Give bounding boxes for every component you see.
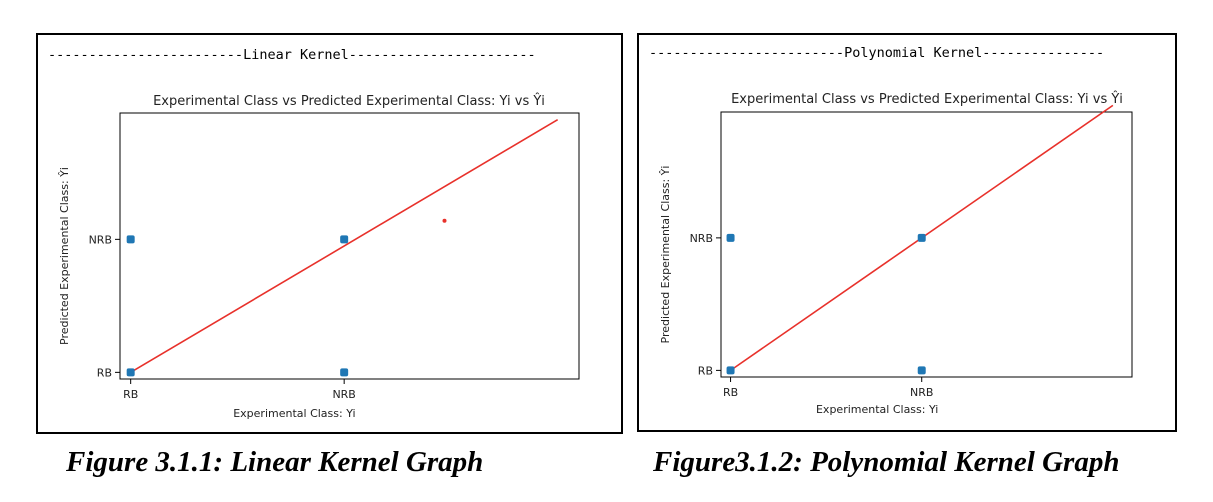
figure-caption-polynomial: Figure3.1.2: Polynomial Kernel Graph — [653, 446, 1120, 478]
x-tick-label: RB — [123, 388, 138, 401]
y-axis-label: Predicted Experimental Class: Ŷi — [659, 166, 672, 344]
x-tick-label: RB — [723, 386, 738, 399]
stray-point — [442, 218, 447, 223]
polynomial-kernel-chart: Experimental Class vs Predicted Experime… — [659, 91, 1133, 416]
polynomial-kernel-panel: ------------------------Polynomial Kerne… — [637, 33, 1177, 432]
reference-line — [130, 118, 559, 374]
chart-title: Experimental Class vs Predicted Experime… — [731, 91, 1123, 107]
y-tick-label: RB — [698, 364, 713, 377]
scatter-point — [340, 368, 349, 377]
kernel-header: ------------------------Polynomial Kerne… — [649, 45, 1105, 61]
x-axis-label: Experimental Class: Yi — [233, 407, 355, 420]
y-tick-label: NRB — [690, 232, 713, 245]
x-tick-label: NRB — [332, 388, 355, 401]
chart-title: Experimental Class vs Predicted Experime… — [153, 93, 545, 109]
linear-kernel-panel: ------------------------Linear Kernel---… — [36, 33, 623, 434]
scatter-point — [340, 235, 349, 244]
linear-kernel-chart: Experimental Class vs Predicted Experime… — [58, 93, 580, 420]
figure-caption-linear: Figure 3.1.1: Linear Kernel Graph — [66, 446, 484, 478]
y-tick-label: NRB — [89, 233, 112, 246]
plot-frame — [720, 111, 1133, 378]
y-tick-label: RB — [97, 366, 112, 379]
kernel-header: ------------------------Linear Kernel---… — [48, 47, 536, 63]
scatter-point — [726, 366, 735, 375]
x-axis-label: Experimental Class: Yi — [816, 403, 938, 416]
plot-frame — [119, 112, 580, 380]
x-tick-label: NRB — [910, 386, 933, 399]
y-axis-label: Predicted Experimental Class: Ŷi — [58, 167, 71, 345]
scatter-point — [726, 233, 735, 242]
scatter-point — [126, 368, 135, 377]
scatter-point — [917, 366, 926, 375]
scatter-point — [126, 235, 135, 244]
scatter-point — [917, 233, 926, 242]
